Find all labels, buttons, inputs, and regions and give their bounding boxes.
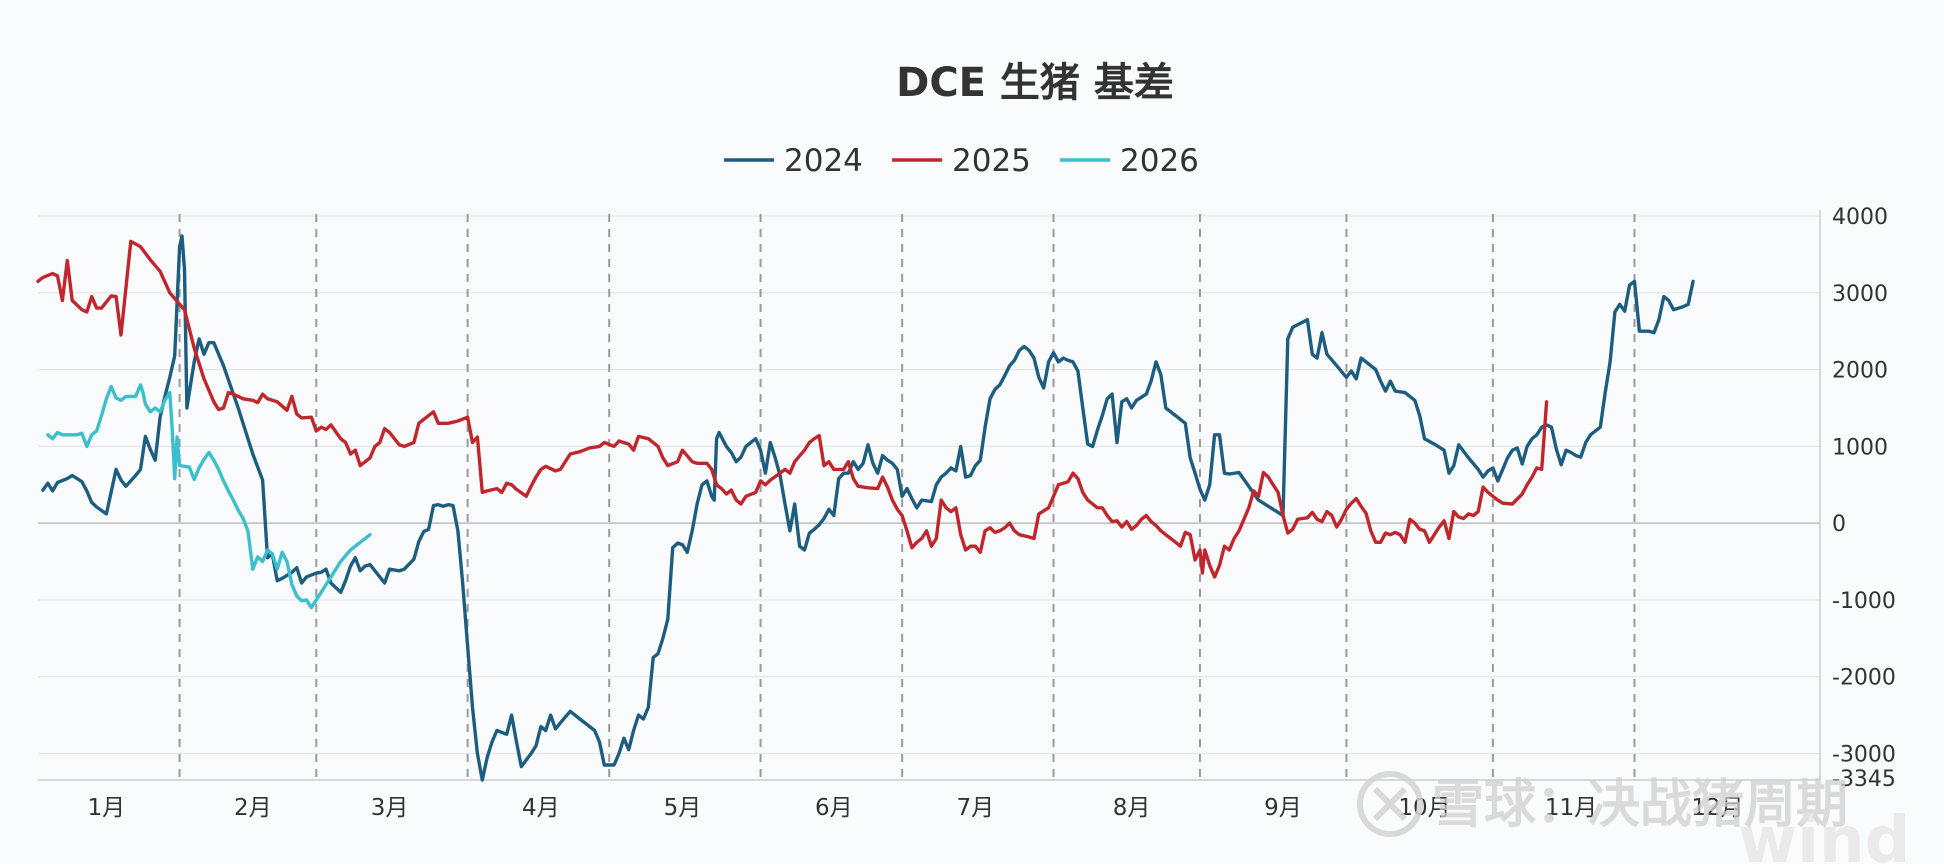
x-axis-ticks: 1月 2月 3月 4月 5月 6月 7月 8月 9月 10月 11月 12月 xyxy=(88,795,1744,821)
legend-label: 2024 xyxy=(784,143,863,179)
x-tick-label: 1月 xyxy=(88,795,126,821)
x-tick-label: 9月 xyxy=(1264,795,1302,821)
series-line-2025 xyxy=(36,239,1549,579)
y-min-label: -3345 xyxy=(1832,767,1896,792)
x-tick-label: 10月 xyxy=(1398,795,1450,821)
x-tick-label: 3月 xyxy=(371,795,409,821)
x-tick-label: 2月 xyxy=(234,795,272,821)
series-line-2024 xyxy=(41,234,1695,782)
watermark-corner-text: wind xyxy=(1738,804,1910,864)
x-tick-label: 4月 xyxy=(522,795,560,821)
legend-item-2025[interactable]: 2025 xyxy=(892,143,1031,179)
x-tick-label: 11月 xyxy=(1545,795,1597,821)
month-separators xyxy=(178,214,1636,780)
y-tick-label: 2000 xyxy=(1832,359,1888,384)
watermark-text: 雪球：决战猪周期 xyxy=(1432,775,1848,835)
watermark: 雪球：决战猪周期 wind xyxy=(1357,771,1910,864)
series-line-2026 xyxy=(46,383,372,610)
y-tick-label: -2000 xyxy=(1832,666,1896,691)
x-tick-label: 8月 xyxy=(1113,795,1151,821)
y-axis-ticks: 4000 3000 2000 1000 0 -1000 -2000 -3000-3345 xyxy=(1832,205,1896,792)
y-tick-label: 3000 xyxy=(1832,282,1888,307)
x-tick-label: 5月 xyxy=(664,795,702,821)
y-tick-label: 1000 xyxy=(1832,435,1888,460)
legend-item-2026[interactable]: 2026 xyxy=(1060,143,1199,179)
y-tick-label: -1000 xyxy=(1832,589,1896,614)
y-tick-label: 0 xyxy=(1832,512,1846,537)
y-tick-label: -3000 xyxy=(1832,743,1896,768)
legend-label: 2025 xyxy=(952,143,1031,179)
legend-item-2024[interactable]: 2024 xyxy=(724,143,863,179)
chart-title: DCE 生猪 基差 xyxy=(896,60,1174,106)
chart-legend[interactable]: 2024 2025 2026 xyxy=(724,143,1199,179)
series-lines xyxy=(36,234,1695,782)
x-tick-label: 12月 xyxy=(1691,795,1743,821)
y-tick-label: 4000 xyxy=(1832,205,1888,230)
grid-lines xyxy=(38,210,1821,781)
legend-label: 2026 xyxy=(1120,143,1199,179)
x-tick-label: 6月 xyxy=(815,795,853,821)
x-tick-label: 7月 xyxy=(957,795,995,821)
watermark-logo-icon xyxy=(1357,771,1423,837)
